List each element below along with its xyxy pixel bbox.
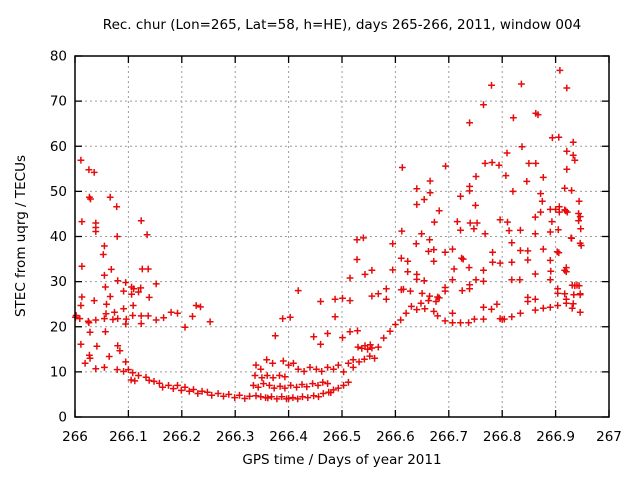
svg-text:0: 0: [58, 410, 67, 426]
svg-text:266.1: 266.1: [109, 429, 148, 445]
chart-title: Rec. chur (Lon=265, Lat=58, h=HE), days …: [102, 17, 582, 33]
axis-ticks: [74, 55, 610, 418]
svg-text:60: 60: [50, 139, 67, 155]
svg-text:266.2: 266.2: [162, 429, 201, 445]
svg-text:266.5: 266.5: [323, 429, 362, 445]
svg-text:266.3: 266.3: [216, 429, 255, 445]
x-axis-label: GPS time / Days of year 2011: [242, 452, 442, 468]
svg-text:70: 70: [50, 94, 67, 110]
data-points: [72, 67, 585, 403]
svg-text:266.8: 266.8: [483, 429, 522, 445]
svg-text:267: 267: [596, 429, 622, 445]
svg-text:266.6: 266.6: [376, 429, 415, 445]
y-axis-label: STEC from uqrg / TECUs: [13, 154, 29, 318]
svg-text:266.9: 266.9: [536, 429, 575, 445]
svg-text:50: 50: [50, 184, 67, 200]
svg-text:40: 40: [50, 229, 67, 245]
svg-text:30: 30: [50, 274, 67, 290]
svg-text:266: 266: [62, 429, 88, 445]
svg-text:10: 10: [50, 364, 67, 380]
gridlines: [75, 56, 609, 417]
svg-text:266.4: 266.4: [269, 429, 308, 445]
svg-text:80: 80: [50, 49, 67, 65]
svg-text:20: 20: [50, 319, 67, 335]
svg-text:266.7: 266.7: [429, 429, 468, 445]
tick-labels: 266 266.1 266.2 266.3 266.4 266.5 266.6 266.7 26…: [50, 49, 622, 446]
